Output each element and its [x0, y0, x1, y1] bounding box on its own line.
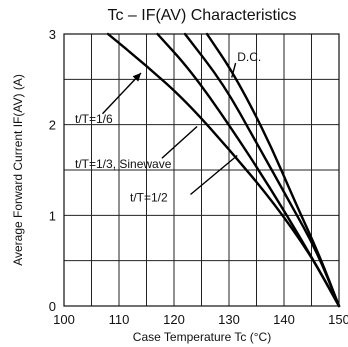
- chart-title: Tc – IF(AV) Characteristics: [107, 7, 296, 24]
- x-axis-ticks: 100 110 120 130 140 150: [53, 312, 348, 327]
- y-axis-ticks: 0 1 2 3: [49, 27, 56, 314]
- x-tick-label: 100: [53, 312, 75, 327]
- y-tick-label: 3: [49, 27, 56, 42]
- annotation-label-1: D.C.: [237, 50, 261, 64]
- annotation-leader-4: [190, 154, 238, 196]
- annotation-leader-1: [231, 62, 237, 78]
- annotation-leader-3: [161, 125, 198, 159]
- annotations: D.C. t/T=1/6 t/T=1/3, Sinewave t/T=1/2: [75, 50, 261, 205]
- annotation-label-2: t/T=1/6: [75, 112, 113, 126]
- annotation-label-3: t/T=1/3, Sinewave: [75, 157, 172, 171]
- x-tick-label: 150: [328, 312, 348, 327]
- x-tick-label: 120: [163, 312, 185, 327]
- series-line-2: [156, 32, 341, 308]
- series-line-4: [205, 32, 341, 308]
- x-tick-label: 130: [218, 312, 240, 327]
- y-tick-label: 0: [49, 299, 56, 314]
- annotation-label-4: t/T=1/2: [130, 191, 168, 205]
- x-tick-label: 110: [109, 312, 130, 327]
- x-axis-label: Case Temperature Tc (°C): [133, 330, 271, 344]
- annotation-arrowhead-2: [132, 72, 141, 82]
- y-tick-label: 2: [49, 118, 56, 133]
- plot-frame: [63, 33, 340, 307]
- y-tick-label: 1: [49, 208, 56, 223]
- plot-series: [106, 32, 341, 308]
- plot-border: [63, 33, 340, 307]
- y-axis-label: Average Forward Current IF(AV) (A): [11, 74, 25, 266]
- x-tick-label: 140: [273, 312, 295, 327]
- annotation-leader-2: [101, 72, 142, 115]
